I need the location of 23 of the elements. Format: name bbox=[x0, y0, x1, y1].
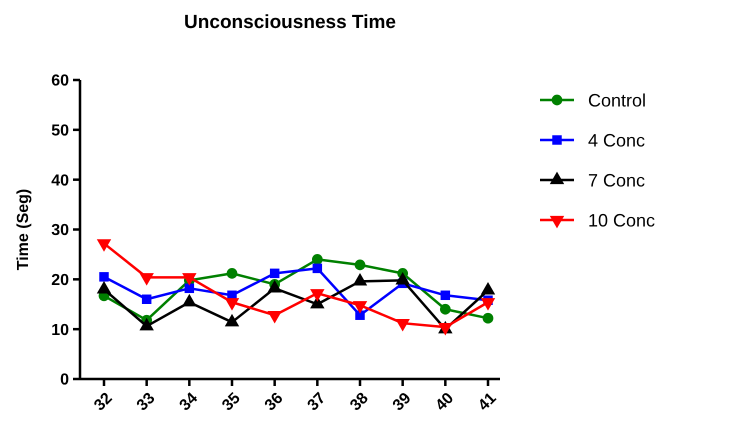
y-tick-label: 10 bbox=[51, 322, 70, 339]
legend-label: Control bbox=[588, 90, 646, 110]
x-tick-label: 41 bbox=[475, 390, 500, 414]
y-tick-label: 50 bbox=[51, 122, 70, 140]
legend-label: 10 Conc bbox=[588, 210, 656, 230]
legend-label: 7 Conc bbox=[588, 170, 646, 190]
x-tick-label: 40 bbox=[432, 390, 458, 414]
x-tick-label: 36 bbox=[262, 390, 287, 414]
x-tick-label: 33 bbox=[134, 390, 159, 414]
y-tick-label: 20 bbox=[51, 272, 70, 289]
x-tick-label: 38 bbox=[347, 390, 372, 414]
y-tick-label: 0 bbox=[60, 372, 70, 389]
y-tick-label: 60 bbox=[51, 72, 70, 90]
x-tick-label: 37 bbox=[304, 390, 330, 414]
y-tick-label: 40 bbox=[51, 172, 70, 190]
x-tick-label: 32 bbox=[91, 390, 116, 414]
x-tick-label: 39 bbox=[390, 390, 415, 414]
chart-title: Unconsciousness Time bbox=[184, 12, 396, 33]
y-axis-title: Time (Seg) bbox=[15, 188, 32, 270]
legend-label: 4 Conc bbox=[588, 130, 646, 150]
x-tick-label: 35 bbox=[219, 390, 244, 414]
y-tick-label: 30 bbox=[51, 222, 70, 240]
x-tick-label: 34 bbox=[176, 390, 202, 414]
